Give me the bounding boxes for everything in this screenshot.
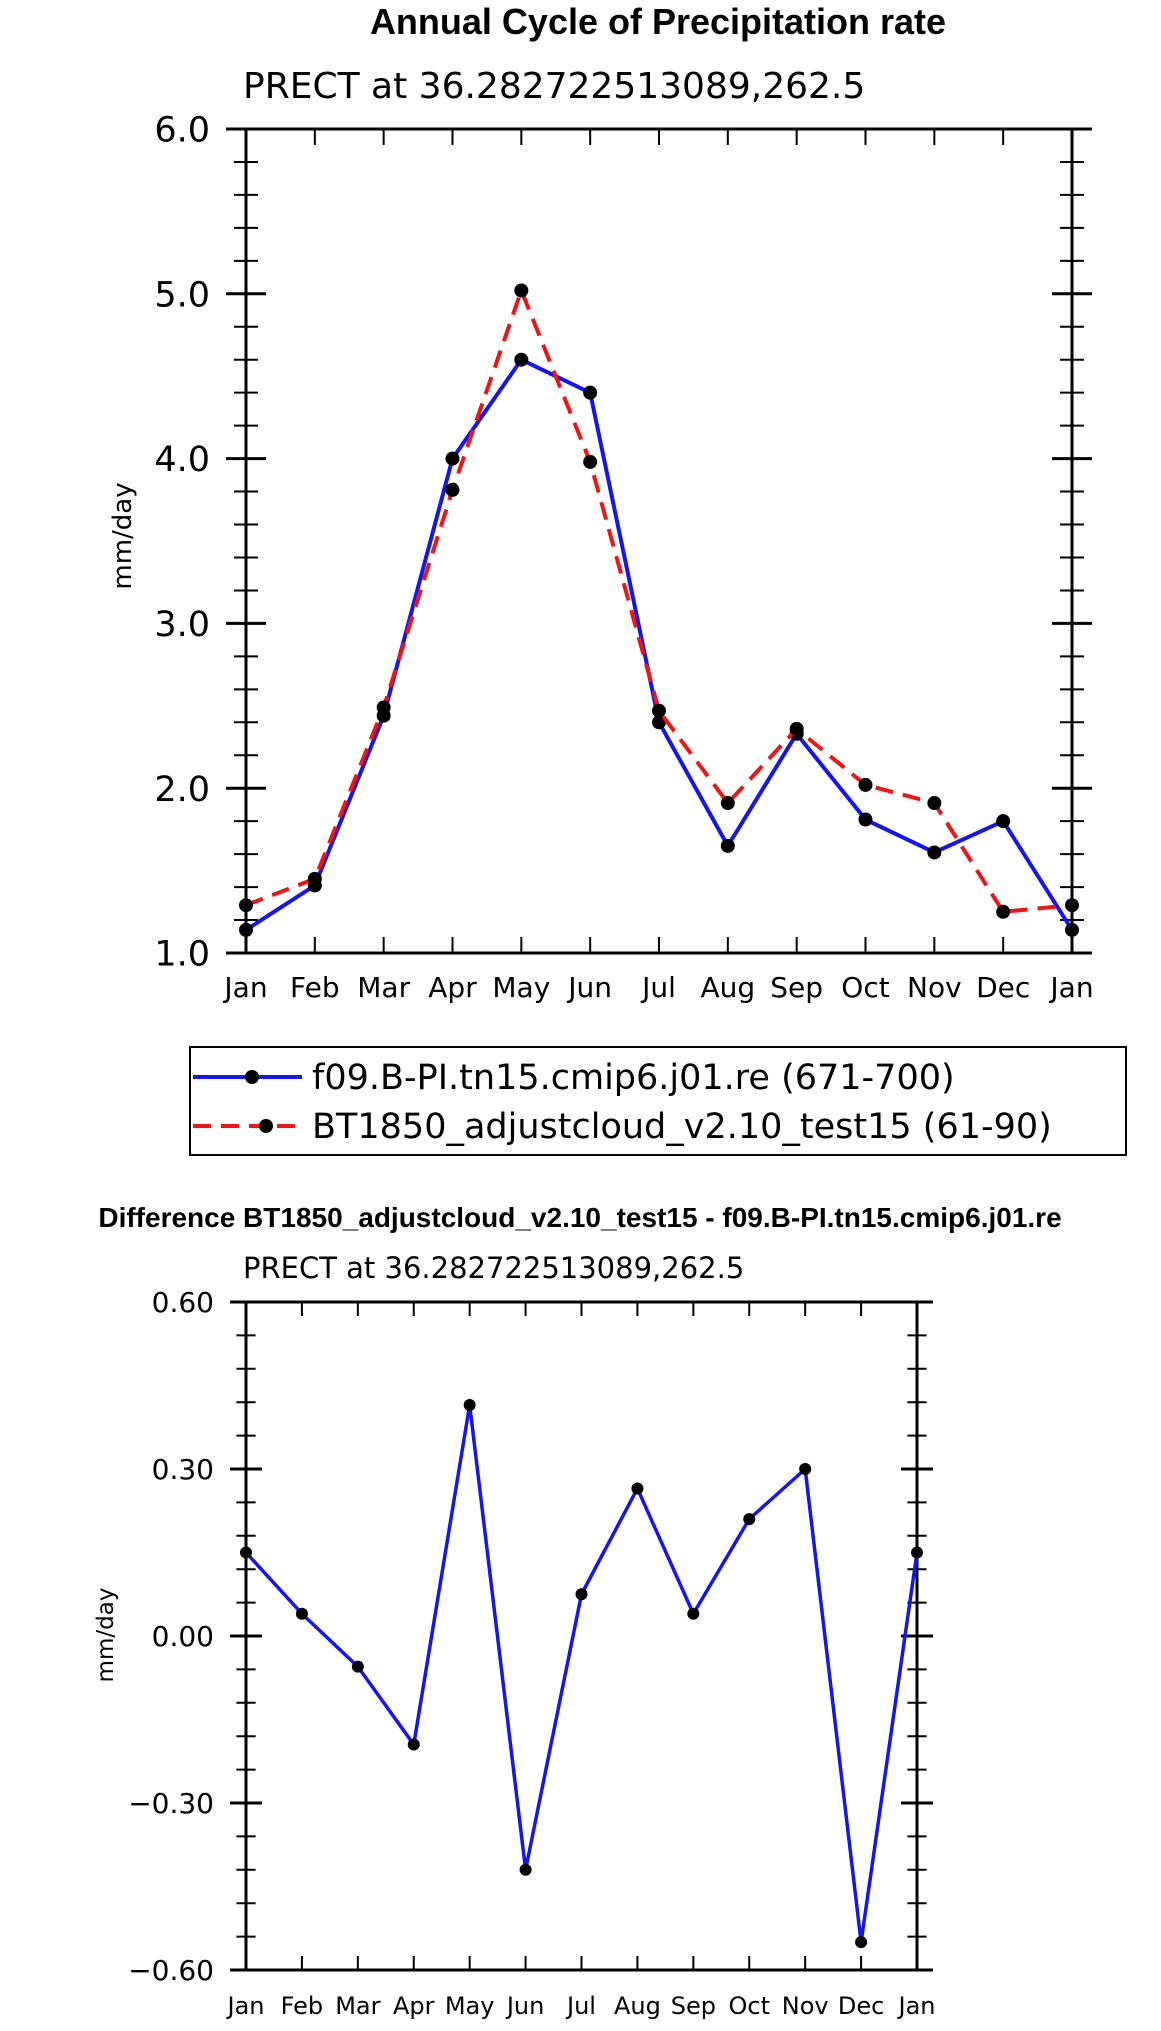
chart1-series-1-line bbox=[244, 357, 1074, 932]
chart2-ytick-label: −0.30 bbox=[128, 1787, 214, 1820]
chart1-ytick-label: 3.0 bbox=[154, 605, 210, 645]
chart1-xtick-label: Apr bbox=[428, 971, 477, 1004]
chart1-xtick-label: Nov bbox=[907, 971, 962, 1004]
chart1-series-1-point bbox=[996, 814, 1011, 829]
chart1-series-2-point bbox=[720, 796, 735, 811]
chart1-series-2-point bbox=[996, 904, 1011, 919]
chart2-xtick-label: Jul bbox=[565, 1992, 596, 2020]
chart1-xtick-label: Sep bbox=[770, 971, 823, 1004]
chart1-series-2-point bbox=[445, 482, 460, 497]
chart1-series-1-point bbox=[583, 385, 598, 400]
chart2-xtick-label: Oct bbox=[729, 1992, 771, 2020]
chart1-series-2-point bbox=[652, 703, 666, 718]
chart1-ytick-label: 1.0 bbox=[154, 935, 210, 975]
chart1-series-2-point bbox=[239, 898, 253, 913]
chart1-xtick-label: Jun bbox=[566, 971, 612, 1004]
chart2-frame bbox=[244, 1300, 919, 1972]
legend-marker-series1 bbox=[245, 1070, 259, 1084]
chart2-series-1-point bbox=[240, 1546, 252, 1559]
chart1-series-1-point bbox=[927, 845, 942, 860]
chart1-subtitle: PRECT at 36.282722513089,262.5 bbox=[243, 66, 865, 107]
chart1-series-1-point bbox=[239, 922, 253, 937]
chart2-series-1-point bbox=[407, 1738, 420, 1751]
chart1-xtick-label: Jan bbox=[222, 971, 267, 1004]
chart2-xtick-label: Jan bbox=[897, 1992, 936, 2020]
chart1-xtick-label: May bbox=[492, 971, 550, 1004]
chart1-plot: Jan Feb Mar Apr May Jun Jul Aug Sep Oct Nov Dec Jan 1… bbox=[154, 111, 1093, 1004]
chart2-series-1-point bbox=[631, 1482, 644, 1495]
chart1-series-2-point bbox=[376, 700, 391, 715]
legend: f09.B-PI.tn15.cmip6.j01.re (671-700) BT1… bbox=[189, 1046, 1127, 1156]
chart1-frame bbox=[244, 127, 1074, 955]
chart1-xtick-label: Dec bbox=[976, 971, 1030, 1004]
chart1-title: Annual Cycle of Precipitation rate bbox=[370, 1, 946, 42]
chart1-ytick-label: 4.0 bbox=[154, 440, 210, 480]
chart1-series-2-point bbox=[1065, 898, 1079, 913]
legend-label-series2: BT1850_adjustcloud_v2.10_test15 (61-90) bbox=[312, 1107, 1052, 1147]
chart1-series-2-point bbox=[858, 777, 873, 792]
chart1-xtick-label: Mar bbox=[357, 971, 410, 1004]
chart2-series-1-point bbox=[743, 1513, 756, 1526]
chart2-xtick-label: Mar bbox=[335, 1992, 380, 2020]
chart2-xtick-label: Aug bbox=[614, 1992, 661, 2020]
chart2-series-1-point bbox=[575, 1588, 588, 1601]
chart2-xtick-label: Apr bbox=[393, 1992, 435, 2020]
chart1-ylabel: mm/day bbox=[108, 482, 138, 589]
legend-label-series1: f09.B-PI.tn15.cmip6.j01.re (671-700) bbox=[312, 1058, 955, 1098]
chart1-series-2-point bbox=[514, 283, 529, 298]
chart1-series-1-point bbox=[720, 838, 735, 853]
chart2-series-1-line bbox=[244, 1403, 919, 1944]
legend-marker-series2 bbox=[259, 1119, 273, 1133]
chart2-ytick-label: 0.30 bbox=[152, 1453, 214, 1486]
chart1-series-1-point bbox=[514, 352, 529, 367]
chart1-xtick-label: Jul bbox=[640, 971, 676, 1004]
chart2-series-1-point bbox=[687, 1607, 700, 1620]
chart2-series-1-point bbox=[463, 1398, 476, 1411]
chart2-subtitle: PRECT at 36.282722513089,262.5 bbox=[243, 1251, 744, 1285]
chart1-ytick-label: 2.0 bbox=[154, 770, 210, 810]
legend-box bbox=[189, 1046, 1127, 1156]
chart1-xtick-label: Feb bbox=[290, 971, 340, 1004]
chart1-ytick-label: 5.0 bbox=[154, 275, 210, 315]
chart1-series-2-point bbox=[789, 721, 804, 736]
chart2-ytick-label: −0.60 bbox=[128, 1954, 214, 1987]
chart2-xtick-label: Jun bbox=[505, 1992, 545, 2020]
chart2-series-1-point bbox=[519, 1863, 532, 1876]
chart2-plot: Jan Feb Mar Apr May Jun Jul Aug Sep Oct Nov Dec Jan−… bbox=[128, 1286, 935, 2020]
chart2-xtick-label: Nov bbox=[782, 1992, 829, 2020]
chart2-series-1-point bbox=[295, 1607, 308, 1620]
chart2-xtick-label: May bbox=[445, 1992, 495, 2020]
chart2-ylabel: mm/day bbox=[93, 1588, 119, 1683]
chart2-ytick-label: 0.00 bbox=[152, 1620, 214, 1653]
chart2-series-1-point bbox=[351, 1660, 364, 1673]
chart2-xtick-label: Sep bbox=[671, 1992, 716, 2020]
chart2-series-1-point bbox=[911, 1546, 923, 1559]
chart1-xtick-label: Oct bbox=[841, 971, 889, 1004]
chart1-series-2-point bbox=[307, 871, 322, 886]
chart1-series-2-line bbox=[245, 288, 1073, 914]
chart1-ytick-label: 6.0 bbox=[154, 111, 210, 151]
chart1-xtick-label: Jan bbox=[1048, 971, 1093, 1004]
chart2-series-1-point bbox=[855, 1936, 868, 1949]
chart1-series-2-point bbox=[927, 796, 942, 811]
chart1-series-2-point bbox=[583, 454, 598, 469]
chart2-xtick-label: Feb bbox=[281, 1992, 324, 2020]
chart2-xtick-label: Dec bbox=[838, 1992, 884, 2020]
chart2-series-1-point bbox=[799, 1463, 812, 1475]
chart1-series-1-point bbox=[858, 812, 873, 827]
chart2-title: Difference BT1850_adjustcloud_v2.10_test… bbox=[98, 1202, 1061, 1233]
chart2-ytick-label: 0.60 bbox=[152, 1286, 214, 1319]
chart1-series-1-point bbox=[445, 451, 460, 466]
chart2-xtick-label: Jan bbox=[226, 1992, 265, 2020]
chart1-xtick-label: Aug bbox=[700, 971, 755, 1004]
chart1-series-1-point bbox=[1065, 922, 1079, 937]
